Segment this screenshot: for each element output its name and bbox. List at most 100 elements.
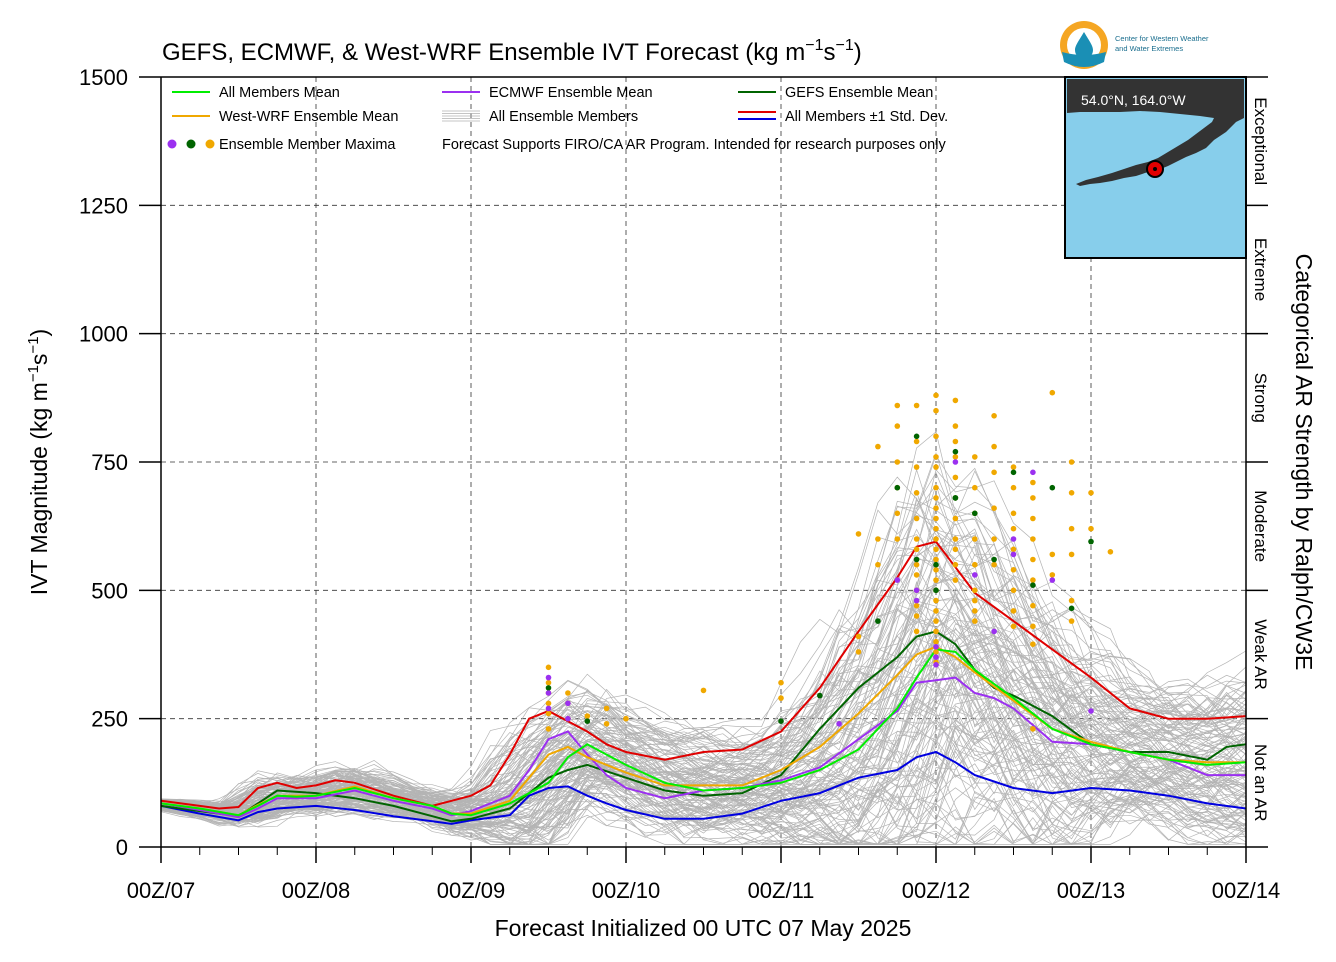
maxima-dot-wwrf xyxy=(545,679,552,686)
right-category-axis: Not an AR Weak AR Moderate Strong Extreme Exc… xyxy=(1246,76,1270,848)
maxima-dot-wwrf xyxy=(894,423,901,429)
maxima-dot-wwrf xyxy=(894,536,901,542)
maxima-dot-ecmwf xyxy=(952,459,959,465)
maxima-dot-wwrf xyxy=(913,628,920,635)
y-tick-label: 1000 xyxy=(79,322,128,347)
ensemble-member-line xyxy=(161,532,1246,809)
maxima-dot-wwrf xyxy=(913,490,920,496)
maxima-dot-wwrf xyxy=(913,438,920,445)
ensemble-maxima xyxy=(545,389,1114,732)
maxima-dot-wwrf xyxy=(952,397,959,404)
maxima-dot-gefs xyxy=(972,510,978,517)
legend-label: GEFS Ensemble Mean xyxy=(785,85,933,101)
inset-label: 54.0°N, 164.0°W xyxy=(1081,92,1186,108)
ensemble-member-line xyxy=(161,431,1246,806)
maxima-dot-gefs xyxy=(584,718,591,724)
maxima-dot-wwrf xyxy=(565,690,571,696)
series-line-ecmwf-ensemble-mean xyxy=(161,676,1246,819)
maxima-dot-wwrf xyxy=(972,536,978,542)
logo-text-line1: Center for Western Weather xyxy=(1115,34,1209,43)
maxima-dot-wwrf xyxy=(875,443,881,450)
maxima-dot-wwrf xyxy=(933,556,939,563)
maxima-dot-wwrf xyxy=(913,602,920,609)
y-axis: 0 250 500 750 1000 1250 1500 xyxy=(79,65,161,860)
series-lines xyxy=(161,540,1246,825)
ensemble-member-line xyxy=(161,697,1246,820)
ensemble-member-line xyxy=(161,505,1246,812)
ensemble-member-line xyxy=(161,544,1246,809)
maxima-dot-wwrf xyxy=(1030,602,1036,609)
maxima-dot-ecmwf xyxy=(545,705,552,712)
legend-label: West-WRF Ensemble Mean xyxy=(219,109,398,125)
logo-text-line2: and Water Extremes xyxy=(1115,44,1183,53)
maxima-dot-gefs xyxy=(545,685,552,691)
maxima-dot-ecmwf xyxy=(972,572,978,578)
maxima-dot-wwrf xyxy=(972,454,978,460)
category-label: Exceptional xyxy=(1251,97,1270,185)
ensemble-member-line xyxy=(161,740,1246,845)
x-tick-label: 00Z/12 xyxy=(902,878,971,903)
maxima-dot-ecmwf xyxy=(565,700,571,707)
y-tick-label: 250 xyxy=(91,707,128,732)
y-tick-label: 750 xyxy=(91,450,128,475)
maxima-dot-wwrf xyxy=(933,484,939,491)
maxima-dot-wwrf xyxy=(1088,525,1094,532)
maxima-dot-wwrf xyxy=(933,505,939,512)
maxima-dot-wwrf xyxy=(1010,464,1017,470)
maxima-dot-wwrf xyxy=(952,536,959,542)
ensemble-member-line xyxy=(161,780,1246,845)
maxima-dot-wwrf xyxy=(700,687,707,694)
maxima-dot-wwrf xyxy=(913,464,920,470)
maxima-dot-ecmwf xyxy=(991,628,997,635)
maxima-dot-wwrf xyxy=(952,438,959,445)
maxima-dot-wwrf xyxy=(933,618,939,624)
ensemble-member-line xyxy=(161,495,1246,808)
maxima-dot-wwrf xyxy=(952,546,959,553)
maxima-dot-wwrf xyxy=(972,597,978,604)
maxima-dot-wwrf xyxy=(933,515,939,522)
maxima-dot-wwrf xyxy=(913,561,920,568)
ensemble-member-line xyxy=(161,545,1246,808)
maxima-dot-wwrf xyxy=(778,695,784,701)
ensemble-member-line xyxy=(161,748,1246,845)
maxima-dot-wwrf xyxy=(1068,459,1075,465)
y-tick-label: 500 xyxy=(91,578,128,603)
ensemble-member-line xyxy=(161,795,1246,845)
maxima-dot-wwrf xyxy=(991,536,997,542)
legend-dot xyxy=(205,139,215,149)
maxima-dot-wwrf xyxy=(855,633,862,640)
maxima-dot-wwrf xyxy=(1068,551,1075,558)
series-line-all-members-1-std-dev- xyxy=(161,750,1246,825)
x-tick-label: 00Z/08 xyxy=(282,878,351,903)
maxima-dot-wwrf xyxy=(584,713,591,719)
maxima-dot-wwrf xyxy=(1030,495,1036,501)
maxima-dot-wwrf xyxy=(778,679,784,686)
maxima-dot-wwrf xyxy=(855,531,862,537)
maxima-dot-gefs xyxy=(952,495,959,501)
maxima-dot-wwrf xyxy=(991,443,997,450)
maxima-dot-gefs xyxy=(913,433,920,440)
maxima-dot-wwrf xyxy=(1030,536,1036,542)
maxima-dot-wwrf xyxy=(913,546,920,553)
legend-label: ECMWF Ensemble Mean xyxy=(489,85,653,101)
maxima-dot-gefs xyxy=(1068,605,1075,612)
maxima-dot-gefs xyxy=(1088,538,1094,545)
chart-title: GEFS, ECMWF, & West-WRF Ensemble IVT For… xyxy=(162,37,862,66)
maxima-dot-wwrf xyxy=(1068,525,1075,532)
maxima-dot-wwrf xyxy=(894,510,901,517)
maxima-dot-wwrf xyxy=(991,505,997,512)
logo-water xyxy=(1062,52,1106,67)
maxima-dot-ecmwf xyxy=(894,577,901,583)
maxima-dot-wwrf xyxy=(933,567,939,573)
maxima-dot-wwrf xyxy=(1049,389,1056,396)
legend: All Members Mean ECMWF Ensemble Mean GEFS … xyxy=(167,85,948,153)
series-line-west-wrf-ensemble-mean xyxy=(161,645,1246,817)
maxima-dot-wwrf xyxy=(972,608,978,614)
maxima-dot-wwrf xyxy=(972,484,978,491)
drop-icon xyxy=(1075,32,1093,59)
maxima-dot-wwrf xyxy=(603,705,610,712)
legend-label: All Ensemble Members xyxy=(489,109,638,125)
maxima-dot-gefs xyxy=(1010,469,1017,476)
y-axis-label: IVT Magnitude (kg m−1s−1) xyxy=(25,329,52,595)
maxima-dot-wwrf xyxy=(855,649,862,655)
